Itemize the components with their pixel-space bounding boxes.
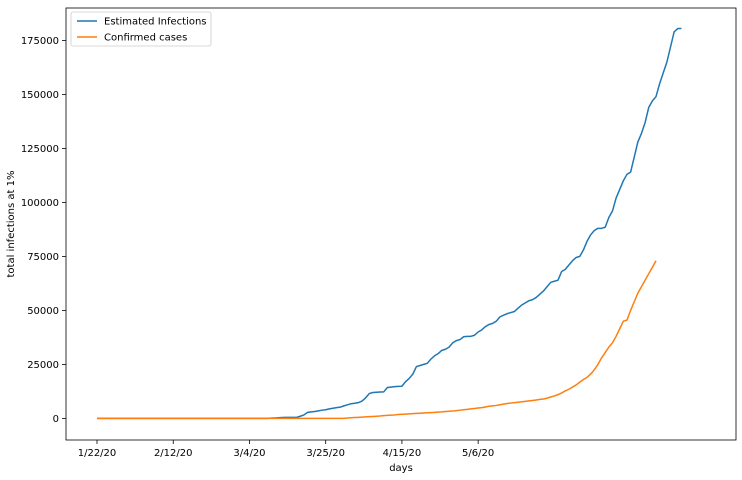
- x-tick-label: 3/4/20: [233, 448, 265, 459]
- legend-box: [70, 11, 212, 47]
- y-tick-label: 50000: [27, 306, 59, 317]
- y-tick-label: 125000: [21, 144, 59, 155]
- x-tick-label: 1/22/20: [78, 448, 117, 459]
- y-axis-label: total infections at 1%: [6, 171, 17, 278]
- x-axis-ticks: 1/22/20 2/12/20 3/4/20 3/25/20 4/15/20 5/6/20: [78, 440, 494, 459]
- legend-label-0: Estimated Infections: [104, 17, 207, 28]
- x-tick-label: 2/12/20: [154, 448, 193, 459]
- y-tick-label: 100000: [21, 198, 59, 209]
- y-axis-ticks: 0 25000 50000 75000 100000 125000 150000 175000: [21, 36, 66, 425]
- x-tick-label: 5/6/20: [462, 448, 494, 459]
- x-tick-label: 3/25/20: [306, 448, 345, 459]
- x-tick-label: 4/15/20: [383, 448, 422, 459]
- series-lines: [97, 27, 682, 420]
- y-tick-label: 0: [53, 414, 59, 425]
- y-tick-label: 25000: [27, 360, 59, 371]
- series-line-1: [97, 260, 657, 420]
- legend-label-1: Confirmed cases: [104, 33, 187, 44]
- plot-area: [65, 7, 737, 441]
- x-axis-label: days: [389, 463, 413, 474]
- y-tick-label: 75000: [27, 252, 59, 263]
- y-tick-label: 150000: [21, 90, 59, 101]
- legend: Estimated Infections Confirmed cases: [70, 11, 212, 47]
- y-tick-label: 175000: [21, 36, 59, 47]
